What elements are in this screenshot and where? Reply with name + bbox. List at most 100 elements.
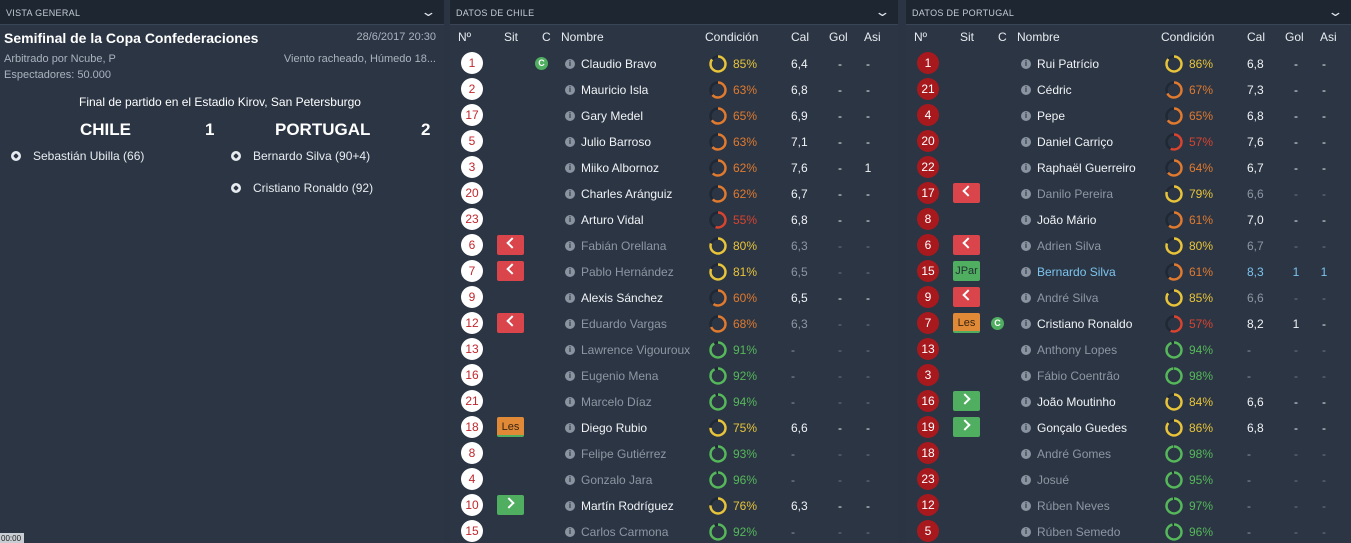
table-row[interactable]: 13 i Anthony Lopes 94% - - -: [906, 337, 1351, 363]
overview-header[interactable]: VISTA GENERAL ⌄: [0, 0, 444, 25]
col-name[interactable]: Nombre: [1017, 30, 1060, 44]
col-name[interactable]: Nombre: [561, 30, 604, 44]
player-name[interactable]: Charles Aránguiz: [581, 187, 673, 201]
home-team-name[interactable]: CHILE: [80, 120, 131, 139]
portugal-header[interactable]: DATOS DE PORTUGAL ⌄: [906, 0, 1351, 25]
chile-header[interactable]: DATOS DE CHILE ⌄: [450, 0, 898, 25]
info-icon[interactable]: i: [565, 189, 575, 199]
away-team-name[interactable]: PORTUGAL: [275, 120, 371, 139]
player-name[interactable]: Gonzalo Jara: [581, 473, 653, 487]
player-name[interactable]: Alexis Sánchez: [581, 291, 664, 305]
table-row[interactable]: 15 i Carlos Carmona 92% - - -: [450, 519, 898, 543]
player-name[interactable]: Danilo Pereira: [1037, 187, 1114, 201]
table-row[interactable]: 2 i Mauricio Isla 63% 6,8 - -: [450, 77, 898, 103]
table-row[interactable]: 6 i Adrien Silva 80% 6,7 - -: [906, 233, 1351, 259]
table-row[interactable]: 12 i Eduardo Vargas 68% 6,3 - -: [450, 311, 898, 337]
info-icon[interactable]: i: [565, 319, 575, 329]
table-row[interactable]: 9 i Alexis Sánchez 60% 6,5 - -: [450, 285, 898, 311]
player-name[interactable]: Arturo Vidal: [581, 213, 644, 227]
table-row[interactable]: 16 i Eugenio Mena 92% - - -: [450, 363, 898, 389]
info-icon[interactable]: i: [1021, 423, 1031, 433]
info-icon[interactable]: i: [1021, 85, 1031, 95]
player-name[interactable]: Josué: [1037, 473, 1070, 487]
info-icon[interactable]: i: [1021, 189, 1031, 199]
info-icon[interactable]: i: [1021, 501, 1031, 511]
table-row[interactable]: 20 i Charles Aránguiz 62% 6,7 - -: [450, 181, 898, 207]
info-icon[interactable]: i: [1021, 527, 1031, 537]
player-name[interactable]: João Mário: [1037, 213, 1097, 227]
info-icon[interactable]: i: [565, 527, 575, 537]
chevron-down-icon[interactable]: ⌄: [1326, 4, 1344, 19]
player-name[interactable]: Adrien Silva: [1037, 239, 1102, 253]
info-icon[interactable]: i: [565, 345, 575, 355]
info-icon[interactable]: i: [1021, 163, 1031, 173]
table-row[interactable]: 19 i Gonçalo Guedes 86% 6,8 - -: [906, 415, 1351, 441]
info-icon[interactable]: i: [565, 371, 575, 381]
col-cap[interactable]: C: [998, 30, 1007, 44]
table-row[interactable]: 8 i João Mário 61% 7,0 - -: [906, 207, 1351, 233]
info-icon[interactable]: i: [1021, 137, 1031, 147]
player-name[interactable]: Daniel Carriço: [1037, 135, 1114, 149]
player-name[interactable]: André Silva: [1037, 291, 1099, 305]
col-gol[interactable]: Gol: [829, 30, 848, 44]
player-name[interactable]: Marcelo Díaz: [581, 395, 652, 409]
info-icon[interactable]: i: [1021, 59, 1031, 69]
table-row[interactable]: 23 i Arturo Vidal 55% 6,8 - -: [450, 207, 898, 233]
col-num[interactable]: Nº: [914, 30, 928, 44]
info-icon[interactable]: i: [565, 215, 575, 225]
table-row[interactable]: 8 i Felipe Gutiérrez 93% - - -: [450, 441, 898, 467]
info-icon[interactable]: i: [1021, 371, 1031, 381]
info-icon[interactable]: i: [565, 85, 575, 95]
col-cond[interactable]: Condición: [705, 30, 759, 44]
player-name[interactable]: Miiko Albornoz: [581, 161, 660, 175]
info-icon[interactable]: i: [1021, 319, 1031, 329]
player-name[interactable]: Rúben Semedo: [1037, 525, 1121, 539]
col-asi[interactable]: Asi: [864, 30, 881, 44]
info-icon[interactable]: i: [565, 163, 575, 173]
table-row[interactable]: 18 Les i Diego Rubio 75% 6,6 - -: [450, 415, 898, 441]
player-name[interactable]: Pepe: [1037, 109, 1066, 123]
player-name[interactable]: Cédric: [1037, 83, 1072, 97]
table-row[interactable]: 18 i André Gomes 98% - - -: [906, 441, 1351, 467]
player-name[interactable]: Eugenio Mena: [581, 369, 659, 383]
player-name[interactable]: Julio Barroso: [581, 135, 652, 149]
info-icon[interactable]: i: [565, 241, 575, 251]
player-name[interactable]: Eduardo Vargas: [581, 317, 667, 331]
player-name[interactable]: Anthony Lopes: [1037, 343, 1118, 357]
info-icon[interactable]: i: [565, 475, 575, 485]
player-name[interactable]: Rúben Neves: [1037, 499, 1110, 513]
player-name[interactable]: Fábio Coentrão: [1037, 369, 1120, 383]
table-row[interactable]: 3 i Fábio Coentrão 98% - - -: [906, 363, 1351, 389]
info-icon[interactable]: i: [1021, 293, 1031, 303]
col-sit[interactable]: Sit: [960, 30, 975, 44]
info-icon[interactable]: i: [565, 501, 575, 511]
player-name[interactable]: Carlos Carmona: [581, 525, 669, 539]
chevron-down-icon[interactable]: ⌄: [873, 4, 891, 19]
info-icon[interactable]: i: [565, 267, 575, 277]
table-row[interactable]: 20 i Daniel Carriço 57% 7,6 - -: [906, 129, 1351, 155]
player-name[interactable]: Diego Rubio: [581, 421, 648, 435]
player-name[interactable]: João Moutinho: [1037, 395, 1116, 409]
player-name[interactable]: André Gomes: [1037, 447, 1112, 461]
table-row[interactable]: 16 i João Moutinho 84% 6,6 - -: [906, 389, 1351, 415]
player-name[interactable]: Pablo Hernández: [581, 265, 674, 279]
player-name[interactable]: Claudio Bravo: [581, 57, 657, 71]
player-name[interactable]: Fabián Orellana: [581, 239, 667, 253]
player-name[interactable]: Bernardo Silva: [1037, 265, 1116, 279]
table-row[interactable]: 15 JPar i Bernardo Silva 61% 8,3 1 1: [906, 259, 1351, 285]
info-icon[interactable]: i: [1021, 475, 1031, 485]
table-row[interactable]: 3 i Miiko Albornoz 62% 7,6 - 1: [450, 155, 898, 181]
table-row[interactable]: 23 i Josué 95% - - -: [906, 467, 1351, 493]
info-icon[interactable]: i: [565, 137, 575, 147]
table-row[interactable]: 12 i Rúben Neves 97% - - -: [906, 493, 1351, 519]
info-icon[interactable]: i: [1021, 397, 1031, 407]
table-row[interactable]: 9 i André Silva 85% 6,6 - -: [906, 285, 1351, 311]
col-cap[interactable]: C: [542, 30, 551, 44]
info-icon[interactable]: i: [1021, 345, 1031, 355]
table-row[interactable]: 4 i Gonzalo Jara 96% - - -: [450, 467, 898, 493]
table-row[interactable]: 17 i Danilo Pereira 79% 6,6 - -: [906, 181, 1351, 207]
table-row[interactable]: 13 i Lawrence Vigouroux 91% - - -: [450, 337, 898, 363]
table-row[interactable]: 21 i Cédric 67% 7,3 - -: [906, 77, 1351, 103]
